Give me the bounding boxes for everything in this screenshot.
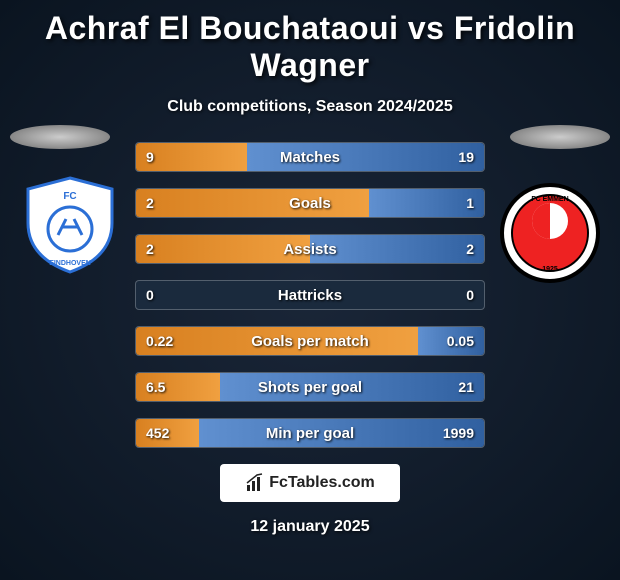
- team-right-year: 1925: [542, 266, 558, 273]
- stat-label: Matches: [136, 143, 484, 171]
- stat-label: Hattricks: [136, 281, 484, 309]
- stat-label: Assists: [136, 235, 484, 263]
- stat-row: 4521999Min per goal: [135, 418, 485, 448]
- brand-text: FcTables.com: [269, 474, 375, 492]
- stat-label: Shots per goal: [136, 373, 484, 401]
- pedestal-left: [10, 125, 110, 149]
- brand-chart-icon: [245, 473, 265, 493]
- stat-row: 00Hattricks: [135, 280, 485, 310]
- page-subtitle: Club competitions, Season 2024/2025: [0, 98, 620, 116]
- team-left-logo: FC EINDHOVEN: [20, 175, 120, 275]
- stat-label: Goals: [136, 189, 484, 217]
- stats-bars: 919Matches 21Goals 22Assists 00Hattricks 0.2…: [135, 142, 485, 448]
- page-title: Achraf El Bouchataoui vs Fridolin Wagner: [0, 0, 620, 84]
- pedestal-right: [510, 125, 610, 149]
- team-right-logo: FC EMMEN 1925: [500, 183, 600, 283]
- stat-row: 22Assists: [135, 234, 485, 264]
- team-left-label-top: FC: [63, 191, 76, 202]
- stat-row: 21Goals: [135, 188, 485, 218]
- stat-label: Min per goal: [136, 419, 484, 447]
- footer-date: 12 january 2025: [0, 518, 620, 536]
- stat-row: 6.521Shots per goal: [135, 372, 485, 402]
- stat-label: Goals per match: [136, 327, 484, 355]
- brand-badge: FcTables.com: [220, 464, 400, 502]
- stat-row: 0.220.05Goals per match: [135, 326, 485, 356]
- stat-row: 919Matches: [135, 142, 485, 172]
- team-right-label-top: FC EMMEN: [531, 196, 568, 203]
- team-left-label-bottom: EINDHOVEN: [49, 260, 91, 267]
